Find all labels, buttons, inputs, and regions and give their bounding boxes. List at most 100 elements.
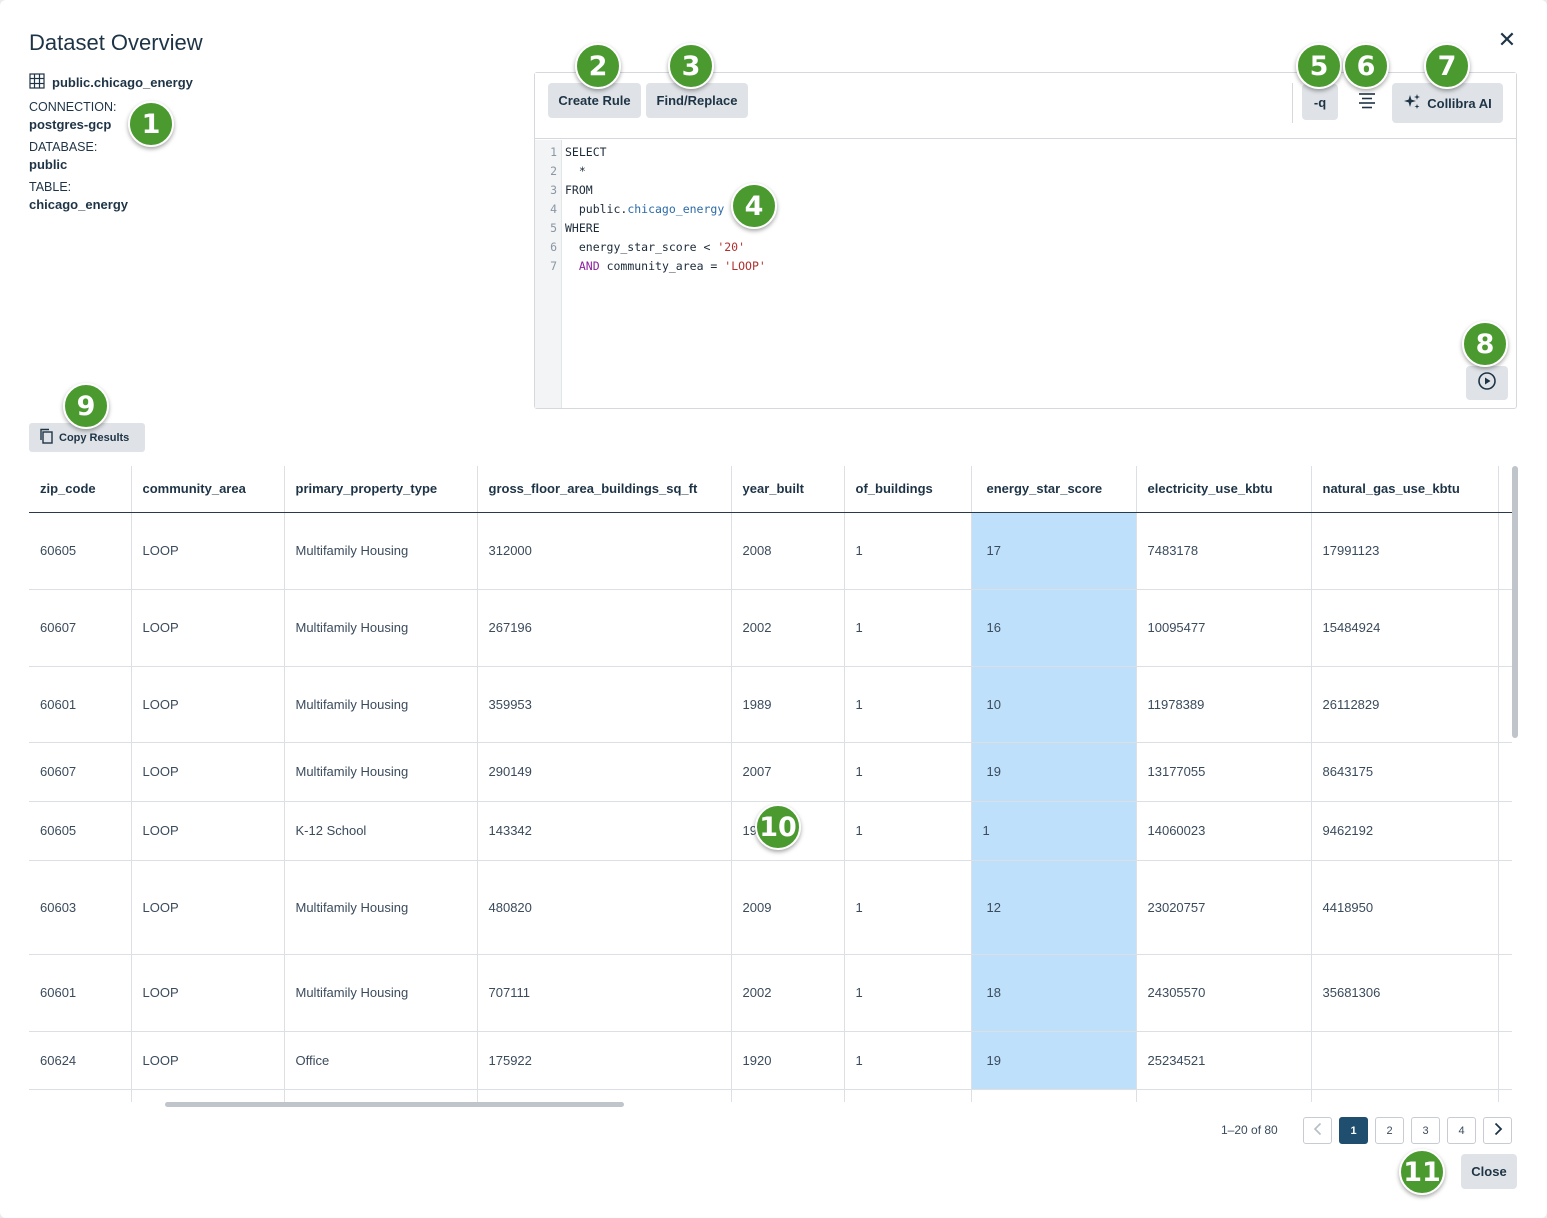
column-header[interactable]: natural_gas_use_kbtu: [1311, 466, 1499, 513]
find-replace-button[interactable]: Find/Replace: [646, 83, 748, 118]
callout-badge: 8: [1462, 321, 1508, 367]
cell: 13177055: [1136, 742, 1312, 802]
connection-label: CONNECTION:: [29, 100, 117, 114]
callout-badge: 2: [575, 43, 621, 89]
line-number: 4: [550, 202, 557, 216]
cell: 175922: [477, 1031, 732, 1090]
chevron-right-icon: [1493, 1122, 1503, 1139]
cell: 707111: [477, 954, 732, 1032]
page-button-2[interactable]: 2: [1375, 1117, 1404, 1144]
cell-highlighted: 19: [971, 742, 1137, 802]
cell: 2009: [731, 860, 845, 955]
cell-overflow: [1498, 666, 1512, 743]
cell: 2008: [731, 512, 845, 590]
cell: [477, 1089, 732, 1102]
code-line: AND community_area = 'LOOP': [578, 259, 766, 273]
cell: Multifamily Housing: [284, 666, 478, 743]
callout-badge: 10: [755, 804, 801, 850]
page-button-3[interactable]: 3: [1411, 1117, 1440, 1144]
code-line: energy_star_score < '20': [565, 240, 746, 254]
prev-page-button[interactable]: [1303, 1117, 1332, 1144]
table-heading: public.chicago_energy: [29, 72, 329, 92]
cell: LOOP: [131, 666, 285, 743]
cell: [1311, 1031, 1499, 1090]
horizontal-scrollbar[interactable]: [165, 1102, 624, 1107]
page-button-1[interactable]: 1: [1339, 1117, 1368, 1144]
column-header[interactable]: energy_star_score: [971, 466, 1137, 513]
cell: Multifamily Housing: [284, 589, 478, 667]
table-row[interactable]: 60601 LOOP Multifamily Housing 359953 19…: [29, 666, 1512, 743]
cell-highlighted: 12: [971, 860, 1137, 955]
cell: [1311, 1089, 1499, 1102]
dataset-metadata: public.chicago_energy CONNECTION: postgr…: [29, 72, 329, 212]
table-row[interactable]: 60601 LOOP Multifamily Housing 707111 20…: [29, 954, 1512, 1032]
sparkle-icon: [1403, 93, 1421, 114]
cell: Multifamily Housing: [284, 742, 478, 802]
table-row[interactable]: 60605 LOOP Multifamily Housing 312000 20…: [29, 512, 1512, 590]
code-line: FROM: [565, 183, 593, 197]
table-row[interactable]: 60605 LOOP K-12 School 143342 19 1 1 140…: [29, 801, 1512, 861]
close-button[interactable]: Close: [1461, 1154, 1517, 1189]
table-row[interactable]: 60624 LOOP Office 175922 1920 1 19 25234…: [29, 1031, 1512, 1090]
cell: 60624: [29, 1031, 132, 1090]
play-circle-icon: [1477, 371, 1497, 396]
cell: Multifamily Housing: [284, 512, 478, 590]
cell: Office: [284, 1031, 478, 1090]
cell: 312000: [477, 512, 732, 590]
cell: 26112829: [1311, 666, 1499, 743]
column-header[interactable]: zip_code: [29, 466, 132, 513]
cell: 60601: [29, 954, 132, 1032]
callout-badge: 1: [128, 101, 174, 147]
page-button-4[interactable]: 4: [1447, 1117, 1476, 1144]
cell: 9462192: [1311, 801, 1499, 861]
vertical-scrollbar[interactable]: [1512, 466, 1518, 738]
callout-badge: 6: [1343, 43, 1389, 89]
code-line: WHERE: [565, 221, 600, 235]
callout-badge: 3: [668, 43, 714, 89]
table-row[interactable]: 60603 LOOP Multifamily Housing 480820 20…: [29, 860, 1512, 955]
table-row[interactable]: 60607 LOOP Multifamily Housing 290149 20…: [29, 742, 1512, 802]
cell: 480820: [477, 860, 732, 955]
cell: 1: [844, 801, 972, 861]
table-row[interactable]: 60607 LOOP Multifamily Housing 267196 20…: [29, 589, 1512, 667]
table-row[interactable]: [29, 1089, 1512, 1102]
close-icon[interactable]: ✕: [1497, 27, 1517, 52]
cell: 1: [844, 666, 972, 743]
cell-highlighted: 16: [971, 589, 1137, 667]
cell: K-12 School: [284, 801, 478, 861]
cell-overflow: [1498, 589, 1512, 667]
q-toggle-button[interactable]: -q: [1302, 84, 1338, 120]
line-number: 2: [550, 164, 557, 178]
run-query-button[interactable]: [1466, 366, 1508, 400]
column-header[interactable]: primary_property_type: [284, 466, 478, 513]
next-page-button[interactable]: [1483, 1117, 1512, 1144]
line-number: 1: [550, 145, 557, 159]
cell: [284, 1089, 478, 1102]
column-header[interactable]: of_buildings: [844, 466, 972, 513]
callout-badge: 5: [1296, 43, 1342, 89]
line-number: 7: [550, 259, 557, 273]
cell: 10095477: [1136, 589, 1312, 667]
table-name: public.chicago_energy: [52, 74, 193, 90]
table-value: chicago_energy: [29, 197, 128, 212]
cell: 7483178: [1136, 512, 1312, 590]
code-line: public.chicago_energy: [565, 202, 725, 216]
pagination-range: 1–20 of 80: [1221, 1123, 1278, 1137]
cell: 11978389: [1136, 666, 1312, 743]
cell: [29, 1089, 132, 1102]
cell-highlighted: 18: [971, 954, 1137, 1032]
cell: 2002: [731, 954, 845, 1032]
collibra-ai-label: Collibra AI: [1427, 95, 1492, 111]
cell: 290149: [477, 742, 732, 802]
column-header[interactable]: gross_floor_area_buildings_sq_ft: [477, 466, 732, 513]
cell: 1920: [731, 1031, 845, 1090]
line-gutter: [535, 140, 562, 408]
cell-overflow: [1498, 512, 1512, 590]
cell: 2007: [731, 742, 845, 802]
collibra-ai-button[interactable]: Collibra AI: [1392, 83, 1503, 123]
column-header[interactable]: year_built: [731, 466, 845, 513]
cell: LOOP: [131, 801, 285, 861]
column-header[interactable]: community_area: [131, 466, 285, 513]
column-header[interactable]: electricity_use_kbtu: [1136, 466, 1312, 513]
format-button[interactable]: [1349, 84, 1385, 120]
